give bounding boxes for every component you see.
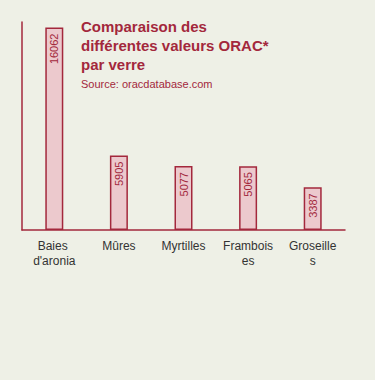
- svg-text:5077: 5077: [178, 172, 190, 196]
- svg-text:Groseille: Groseille: [289, 239, 337, 253]
- svg-text:Baies: Baies: [38, 239, 71, 253]
- svg-text:16062: 16062: [48, 34, 60, 65]
- svg-text:s: s: [310, 254, 316, 268]
- svg-text:es: es: [242, 254, 255, 268]
- svg-text:Source: oracdatabase.com: Source: oracdatabase.com: [81, 78, 212, 90]
- svg-text:d'aronia: d'aronia: [33, 254, 76, 268]
- svg-text:par verre: par verre: [81, 56, 145, 73]
- svg-text:3387: 3387: [307, 193, 319, 217]
- svg-text:Frambois: Frambois: [223, 239, 273, 253]
- svg-text:5905: 5905: [113, 162, 125, 186]
- svg-text:différentes valeurs ORAC*: différentes valeurs ORAC*: [81, 37, 273, 54]
- svg-text:5065: 5065: [242, 172, 254, 196]
- svg-text:Comparaison des: Comparaison des: [81, 18, 211, 35]
- svg-text:Myrtilles: Myrtilles: [162, 239, 206, 253]
- svg-text:Mûres: Mûres: [102, 239, 135, 253]
